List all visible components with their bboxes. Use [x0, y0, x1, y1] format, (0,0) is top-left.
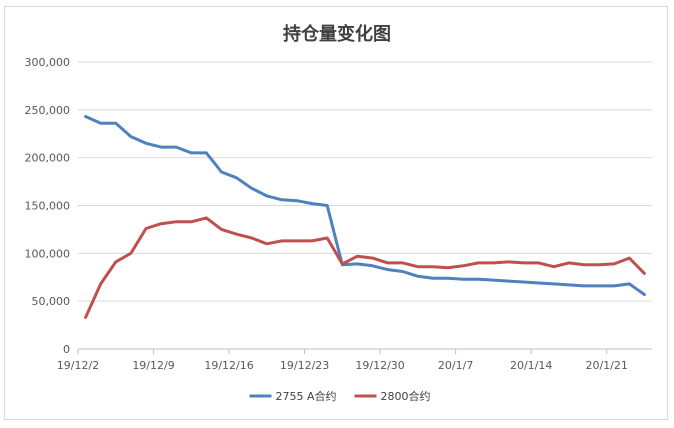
y-tick-label: 300,000: [25, 56, 71, 69]
x-tick-label: 20/1/21: [585, 359, 627, 372]
x-tick-label: 19/12/16: [204, 359, 253, 372]
x-axis-ticks: 19/12/2 19/12/9 19/12/16 19/12/23 19/12/30 20…: [57, 349, 628, 372]
x-tick-label: 20/1/7: [438, 359, 473, 372]
y-tick-label: 200,000: [25, 152, 71, 165]
series-line-1: [84, 115, 646, 296]
x-tick-label: 19/12/9: [132, 359, 174, 372]
y-axis: 0 50,000 100,000 150,000 200,000 250,000 300,0…: [25, 56, 71, 356]
gridlines: [78, 61, 652, 302]
x-tick-label: 19/12/2: [57, 359, 99, 372]
chart-title: 持仓量变化图: [283, 23, 391, 45]
x-tick-label: 19/12/30: [355, 359, 404, 372]
x-tick-label: 19/12/23: [280, 359, 329, 372]
y-tick-label: 150,000: [25, 200, 71, 213]
y-tick-label: 0: [63, 343, 70, 356]
y-tick-label: 100,000: [25, 247, 71, 260]
x-tick-label: 20/1/14: [510, 359, 552, 372]
legend-label: 2755 A合约: [276, 389, 337, 403]
series-lines: [84, 115, 646, 319]
series-line-2: [84, 216, 646, 319]
chart-frame: [4, 6, 668, 420]
y-tick-label: 250,000: [25, 104, 71, 117]
y-tick-label: 50,000: [32, 295, 71, 308]
legend: 2755 A合约 2800合约: [249, 389, 431, 403]
legend-label: 2800合约: [381, 389, 431, 403]
